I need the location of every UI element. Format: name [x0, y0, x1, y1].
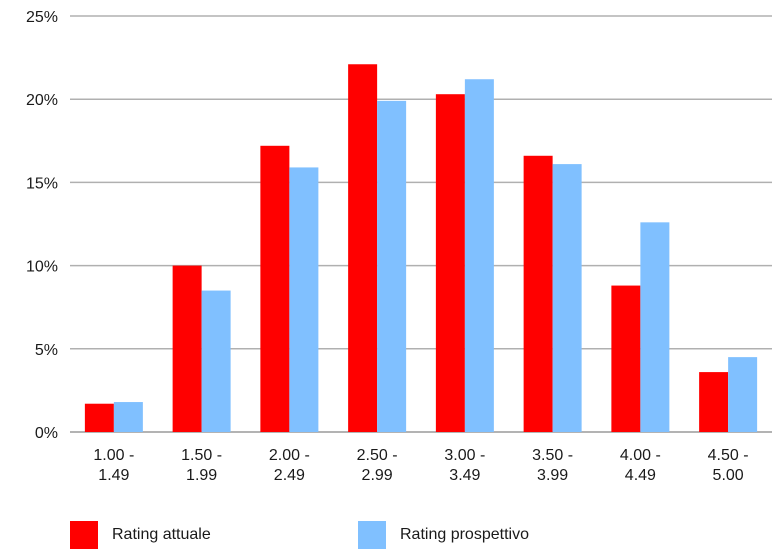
bar-rating-prospettivo [377, 100, 407, 432]
bar-rating-prospettivo [113, 402, 143, 432]
legend-item-rating-prospettivo: Rating prospettivo [358, 521, 529, 549]
x-tick-labels: 1.00 - 1.49 1.50 - 1.99 2.00 - 2.49 2.50 - 2.99… [93, 447, 748, 484]
bar-rating-attuale [348, 64, 378, 433]
bar-rating-attuale [260, 145, 290, 433]
x-tick-label: 4.50 - [708, 447, 749, 464]
x-tick-label: 1.99 [186, 467, 217, 484]
x-tick-label: 1.49 [98, 467, 129, 484]
legend-label-rating-prospettivo: Rating prospettivo [400, 526, 529, 543]
legend: Rating attuale Rating prospettivo [70, 521, 529, 549]
legend-swatch-rating-attuale [70, 521, 98, 549]
bar-rating-attuale [611, 285, 641, 432]
bar-rating-prospettivo [464, 79, 494, 433]
legend-swatch-rating-prospettivo [358, 521, 386, 549]
x-tick-label: 3.00 - [444, 447, 485, 464]
bar-rating-prospettivo [640, 222, 670, 432]
bars [84, 64, 758, 433]
y-tick-labels: 0% 5% 10% 15% 20% 25% [26, 9, 58, 442]
y-tick-label: 15% [26, 175, 58, 192]
x-tick-label: 2.00 - [269, 447, 310, 464]
x-tick-label: 1.50 - [181, 447, 222, 464]
x-tick-label: 4.00 - [620, 447, 661, 464]
bar-rating-attuale [699, 372, 729, 432]
y-tick-label: 10% [26, 259, 58, 276]
bar-rating-prospettivo [289, 167, 319, 432]
bar-rating-prospettivo [728, 357, 758, 432]
y-tick-label: 25% [26, 9, 58, 26]
bar-rating-attuale [523, 155, 553, 432]
bar-rating-prospettivo [552, 164, 582, 432]
bar-rating-attuale [84, 403, 114, 432]
bar-rating-attuale [435, 94, 465, 432]
x-tick-label: 2.99 [362, 467, 393, 484]
x-tick-label: 4.49 [625, 467, 656, 484]
bar-rating-prospettivo [201, 290, 231, 432]
x-tick-label: 3.99 [537, 467, 568, 484]
x-tick-label: 3.50 - [532, 447, 573, 464]
legend-item-rating-attuale: Rating attuale [70, 521, 358, 549]
legend-label-rating-attuale: Rating attuale [112, 526, 211, 543]
x-tick-label: 2.49 [274, 467, 305, 484]
x-tick-label: 5.00 [713, 467, 744, 484]
x-tick-label: 2.50 - [357, 447, 398, 464]
y-tick-label: 5% [35, 342, 58, 359]
x-tick-label: 3.49 [449, 467, 480, 484]
y-tick-label: 20% [26, 92, 58, 109]
x-tick-label: 1.00 - [93, 447, 134, 464]
bar-rating-attuale [172, 265, 202, 432]
y-tick-label: 0% [35, 425, 58, 442]
